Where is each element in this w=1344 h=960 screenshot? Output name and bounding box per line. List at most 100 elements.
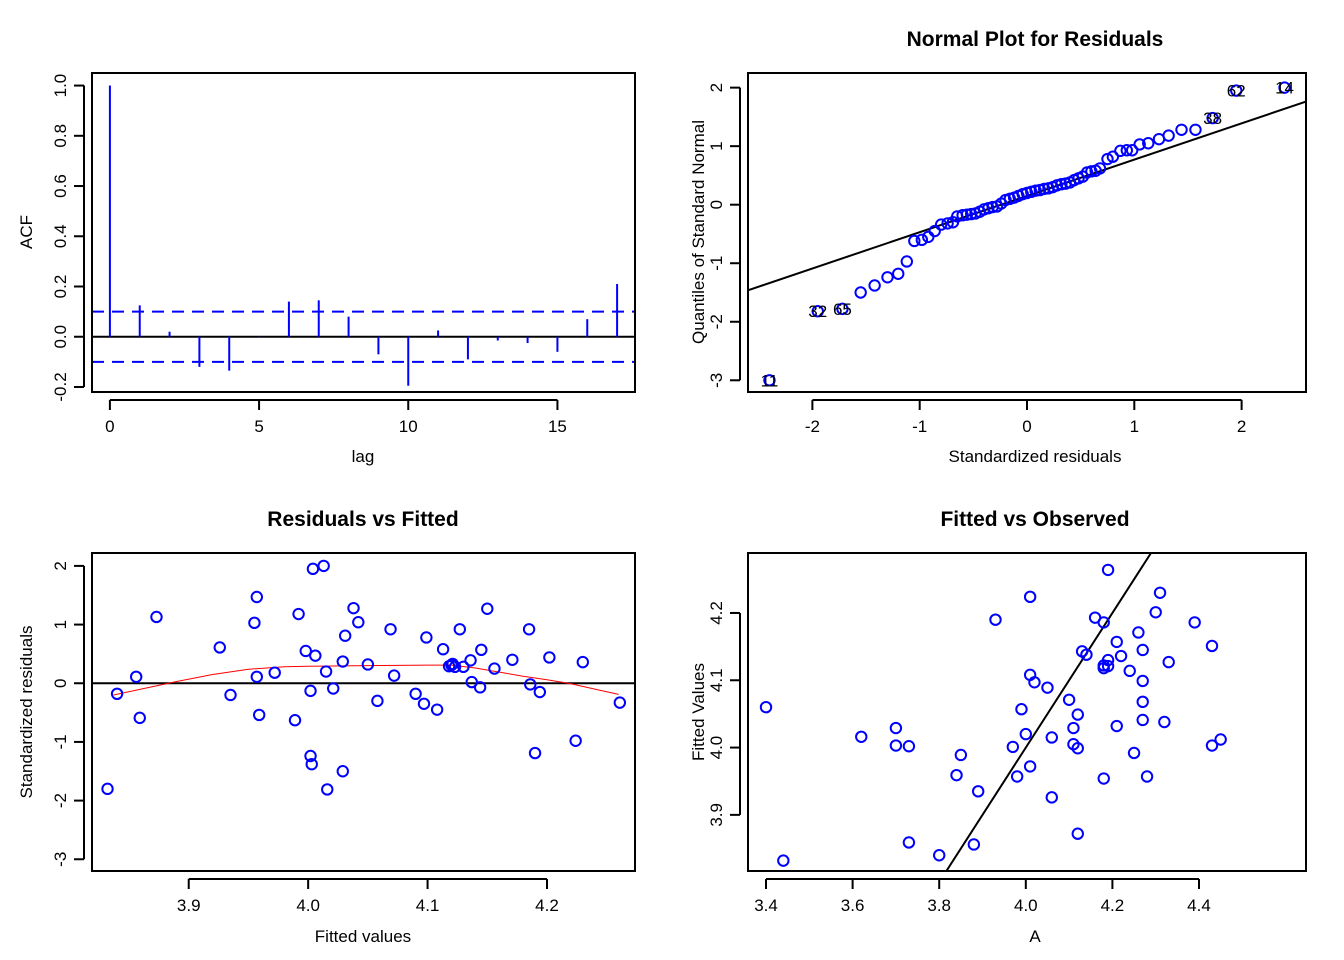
rvf-point — [457, 660, 470, 674]
fvo-point — [1045, 731, 1058, 744]
rvf-point — [613, 696, 627, 709]
qq-point — [1029, 184, 1042, 197]
qq-point — [1189, 123, 1202, 136]
rvf-point — [110, 687, 124, 701]
rvf-point — [528, 746, 542, 760]
fvo-point — [1162, 655, 1175, 669]
rvf-point — [448, 660, 462, 674]
rvf-point — [336, 655, 349, 668]
qq-x-tick-label: -1 — [912, 417, 927, 436]
rvf-point — [488, 662, 501, 675]
acf-y-tick-label: 0.4 — [51, 224, 70, 248]
fvo-identity-line — [945, 553, 1153, 871]
rvf-point — [420, 631, 433, 644]
qq-point — [900, 255, 914, 268]
fvo-point — [1205, 739, 1219, 752]
rvf-point — [250, 590, 263, 604]
rvf-point — [464, 654, 477, 667]
acf-x-tick-label: 5 — [254, 417, 263, 436]
rvf-point — [327, 682, 340, 695]
qq-point — [836, 302, 849, 316]
acf-x-tick-label: 0 — [105, 417, 114, 436]
fvo-point — [855, 730, 868, 744]
qq-point — [811, 305, 824, 318]
qq-point — [892, 267, 905, 280]
fvo-point — [971, 785, 985, 798]
fitted-vs-observed-panel: Fitted vs Observed 3.4 3.6 3.8 4.0 4.2 4.4 3.… — [689, 508, 1307, 946]
fvo-point — [1101, 563, 1115, 577]
qq-point — [934, 218, 948, 231]
fvo-point — [950, 768, 963, 782]
qq-point — [908, 234, 921, 248]
fvo-point — [1149, 606, 1162, 619]
rvf-point — [371, 694, 384, 708]
rvf-point — [319, 665, 333, 678]
fvo-x-tick-label: 4.0 — [1014, 896, 1038, 915]
qq-title: Normal Plot for Residuals — [907, 28, 1164, 51]
rvf-y-tick-label: 1 — [51, 620, 70, 629]
qq-point — [956, 209, 969, 222]
rvf-point — [543, 651, 556, 664]
fvo-x-tick-label: 4.2 — [1101, 896, 1125, 915]
fvo-point — [1101, 659, 1115, 673]
fvo-point — [1097, 616, 1110, 629]
acf-marks — [92, 85, 635, 386]
rvf-x-tick-label: 3.9 — [177, 896, 201, 915]
acf-y-tick-label: 0.0 — [51, 325, 70, 349]
rvf-x-tick-label: 4.1 — [416, 896, 440, 915]
rvf-point — [361, 658, 375, 671]
fvo-point — [967, 838, 981, 851]
fvo-point — [1097, 772, 1110, 785]
qq-point-label: 14 — [1275, 79, 1294, 98]
fvo-point — [1205, 639, 1219, 653]
qq-point — [1142, 137, 1155, 150]
rvf-point — [453, 623, 467, 636]
fvo-point — [1136, 713, 1149, 727]
fvo-point — [1071, 708, 1084, 721]
rvf-point — [409, 687, 422, 701]
fvo-point — [1023, 760, 1037, 773]
fvo-point — [1123, 664, 1136, 678]
fvo-x-tick-label: 3.8 — [927, 896, 951, 915]
fvo-point — [889, 739, 903, 752]
qq-point — [868, 279, 881, 292]
fvo-point — [1114, 649, 1128, 663]
qq-y-tick-label: -3 — [707, 373, 726, 388]
rvf-point — [417, 697, 431, 710]
rvf-point — [133, 711, 146, 725]
qq-point — [1125, 144, 1139, 157]
qq-point — [854, 286, 867, 299]
fvo-y-tick-label: 3.9 — [707, 803, 726, 827]
qq-y-tick-label: 2 — [707, 83, 726, 92]
qq-point — [922, 230, 935, 244]
qq-plot-frame — [747, 72, 1307, 393]
acf-panel: 0 5 10 15 -0.2 0.0 0.2 0.4 0.6 0.8 1.0 lag ACF — [17, 72, 636, 466]
qq-point — [1093, 162, 1107, 175]
rvf-point — [473, 681, 487, 694]
rvf-point — [150, 610, 163, 624]
qq-marks: 11 32 65 38 62 14 — [748, 79, 1306, 390]
rvf-point — [347, 601, 360, 615]
rvf-y-tick-label: 0 — [51, 679, 70, 688]
rvf-point — [446, 657, 459, 671]
rvf-point — [304, 684, 317, 698]
rvf-x-ticks: 3.9 4.0 4.1 4.2 — [177, 878, 559, 915]
rvf-title: Residuals vs Fitted — [267, 508, 458, 531]
fvo-point — [1127, 746, 1141, 760]
fvo-point — [1136, 695, 1149, 709]
rvf-point — [384, 623, 397, 636]
rvf-y-tick-label: 2 — [51, 561, 70, 570]
acf-plot-frame — [91, 72, 636, 393]
rvf-point — [569, 734, 582, 747]
fvo-point — [1045, 791, 1058, 804]
acf-x-tick-label: 15 — [548, 417, 567, 436]
qq-x-tick-label: 0 — [1022, 417, 1031, 436]
rvf-point — [299, 644, 312, 658]
fvo-y-ticks: 3.9 4.0 4.1 4.2 — [707, 601, 741, 827]
fvo-point — [1188, 616, 1201, 629]
qq-point-label: 62 — [1227, 82, 1246, 101]
qq-y-axis-label: Quantiles of Standard Normal — [689, 120, 708, 344]
rvf-plot-frame — [91, 552, 636, 872]
rvf-point — [250, 670, 263, 683]
